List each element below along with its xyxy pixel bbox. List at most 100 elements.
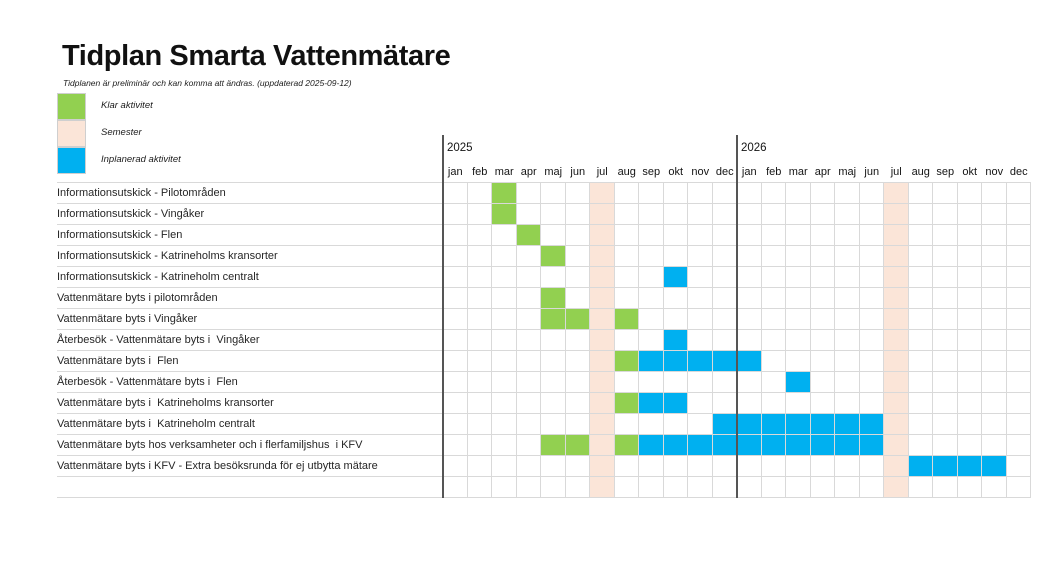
grid-cell bbox=[810, 288, 835, 309]
legend-swatch-done bbox=[57, 92, 86, 120]
grid-cell bbox=[859, 351, 884, 372]
page-subtitle: Tidplanen är preliminär och kan komma at… bbox=[63, 78, 352, 88]
done-activity-cell bbox=[541, 309, 566, 330]
grid-cell bbox=[467, 288, 492, 309]
grid-cell bbox=[835, 309, 860, 330]
grid-cell bbox=[957, 372, 982, 393]
grid-cell bbox=[443, 288, 468, 309]
grid-cell bbox=[467, 435, 492, 456]
done-activity-cell bbox=[492, 183, 517, 204]
grid-cell bbox=[516, 309, 541, 330]
month-header-2026-dec: dec bbox=[1009, 166, 1028, 178]
done-activity-cell bbox=[541, 288, 566, 309]
grid-cell bbox=[688, 183, 713, 204]
grid-cell bbox=[957, 435, 982, 456]
grid-cell bbox=[761, 288, 786, 309]
table-top-line bbox=[57, 182, 1031, 183]
grid-cell bbox=[737, 225, 762, 246]
grid-cell bbox=[516, 477, 541, 498]
month-header-2026-apr: apr bbox=[814, 166, 831, 178]
grid-cell bbox=[737, 246, 762, 267]
month-header-2026-jun: jun bbox=[864, 166, 880, 178]
grid-cell bbox=[933, 183, 958, 204]
grid-cell bbox=[614, 330, 639, 351]
legend-item-planned: Inplanerad aktivitet bbox=[57, 146, 181, 174]
legend-swatch-planned bbox=[57, 146, 86, 174]
grid-cell bbox=[933, 225, 958, 246]
grid-cell bbox=[859, 288, 884, 309]
grid-cell bbox=[492, 225, 517, 246]
grid-cell bbox=[467, 309, 492, 330]
done-activity-cell bbox=[614, 351, 639, 372]
year-label-2026: 2026 bbox=[741, 142, 767, 154]
grid-cell bbox=[908, 372, 933, 393]
vacation-cell bbox=[590, 267, 615, 288]
grid-cell bbox=[859, 267, 884, 288]
grid-cell bbox=[1006, 183, 1031, 204]
grid-cell bbox=[688, 267, 713, 288]
grid-cell bbox=[516, 414, 541, 435]
vacation-cell bbox=[590, 435, 615, 456]
vacation-cell bbox=[590, 309, 615, 330]
month-header-2026-nov: nov bbox=[985, 166, 1004, 178]
grid-cell bbox=[541, 183, 566, 204]
grid-cell bbox=[982, 183, 1007, 204]
grid-cell bbox=[663, 183, 688, 204]
grid-cell bbox=[908, 393, 933, 414]
grid-cell bbox=[957, 225, 982, 246]
task-label: Vattenmätare byts i KFV - Extra besöksru… bbox=[57, 456, 443, 477]
grid-cell bbox=[639, 267, 664, 288]
done-activity-cell bbox=[541, 435, 566, 456]
grid-cell bbox=[859, 393, 884, 414]
grid-cell bbox=[541, 477, 566, 498]
grid-cell bbox=[1006, 414, 1031, 435]
grid-cell bbox=[565, 456, 590, 477]
grid-cell bbox=[1006, 477, 1031, 498]
planned-activity-cell bbox=[688, 351, 713, 372]
grid-cell bbox=[443, 183, 468, 204]
grid-cell bbox=[663, 456, 688, 477]
vacation-cell bbox=[884, 330, 909, 351]
grid-cell bbox=[933, 477, 958, 498]
month-header-2025-jul: jul bbox=[596, 166, 608, 178]
planned-activity-cell bbox=[835, 435, 860, 456]
grid-cell bbox=[786, 330, 811, 351]
grid-cell bbox=[443, 246, 468, 267]
task-label: Vattenmätare byts i Vingåker bbox=[57, 309, 443, 330]
month-header-2025-jan: jan bbox=[447, 166, 463, 178]
month-header-2025-apr: apr bbox=[520, 166, 537, 178]
grid-cell bbox=[467, 204, 492, 225]
grid-cell bbox=[786, 225, 811, 246]
grid-cell bbox=[835, 288, 860, 309]
grid-cell bbox=[663, 477, 688, 498]
grid-cell bbox=[982, 477, 1007, 498]
vacation-cell bbox=[884, 477, 909, 498]
planned-activity-cell bbox=[933, 456, 958, 477]
grid-cell bbox=[639, 288, 664, 309]
planned-activity-cell bbox=[957, 456, 982, 477]
grid-cell bbox=[712, 288, 737, 309]
grid-cell bbox=[737, 309, 762, 330]
planned-activity-cell bbox=[712, 351, 737, 372]
grid-cell bbox=[908, 246, 933, 267]
grid-cell bbox=[663, 246, 688, 267]
task-label: Informationsutskick - Pilotområden bbox=[57, 183, 443, 204]
grid-cell bbox=[688, 288, 713, 309]
grid-cell bbox=[859, 477, 884, 498]
vacation-cell bbox=[590, 477, 615, 498]
grid-cell bbox=[467, 183, 492, 204]
grid-cell bbox=[737, 393, 762, 414]
grid-cell bbox=[614, 246, 639, 267]
grid-cell bbox=[957, 288, 982, 309]
grid-cell bbox=[786, 477, 811, 498]
grid-cell bbox=[712, 393, 737, 414]
grid-cell bbox=[982, 225, 1007, 246]
grid-cell bbox=[982, 372, 1007, 393]
grid-cell bbox=[639, 330, 664, 351]
grid-cell bbox=[957, 414, 982, 435]
grid-cell bbox=[859, 456, 884, 477]
grid-cell bbox=[688, 225, 713, 246]
grid-cell bbox=[516, 330, 541, 351]
grid-cell bbox=[982, 309, 1007, 330]
grid-cell bbox=[565, 372, 590, 393]
